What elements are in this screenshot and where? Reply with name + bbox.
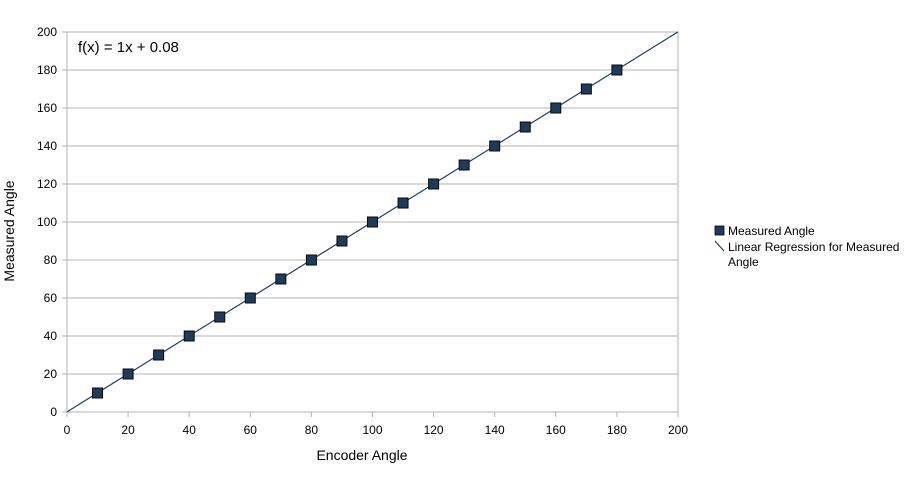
data-point — [214, 311, 226, 323]
x-tick-label: 120 — [424, 423, 444, 437]
data-point — [244, 292, 256, 304]
y-tick-label: 160 — [37, 101, 57, 115]
data-point — [367, 216, 378, 228]
x-axis-title: Encoder Angle — [316, 447, 407, 463]
data-point — [305, 254, 317, 266]
y-tick-label: 200 — [37, 25, 57, 39]
x-tick-label: 180 — [607, 423, 627, 437]
x-tick-label: 0 — [64, 423, 71, 437]
regression-equation: f(x) = 1x + 0.08 — [78, 39, 179, 56]
x-tick-label: 160 — [546, 423, 566, 437]
y-axis-title: Measured Angle — [1, 180, 17, 281]
legend: Measured Angle Linear Regression for Mea… — [714, 224, 899, 269]
x-tick-label: 100 — [362, 423, 382, 437]
data-point — [611, 64, 623, 76]
x-tick-label: 60 — [244, 423, 258, 437]
y-tick-label: 120 — [37, 177, 57, 191]
y-tick-label: 0 — [50, 405, 57, 419]
y-tick-label: 80 — [44, 253, 58, 267]
y-tick-label: 20 — [44, 367, 58, 381]
x-tick-label: 20 — [121, 423, 135, 437]
data-point — [183, 330, 195, 342]
data-point — [458, 159, 470, 171]
y-tick-label: 60 — [44, 291, 58, 305]
y-tick-label: 180 — [37, 63, 57, 77]
data-point — [397, 197, 409, 209]
x-axis-ticks: 0 20 40 60 80 100 120 140 160 180 200 — [64, 412, 688, 437]
data-point — [92, 387, 104, 399]
data-point — [153, 349, 165, 361]
y-tick-label: 140 — [37, 139, 57, 153]
data-point — [275, 273, 287, 285]
legend-label-regression-line1: Linear Regression for Measured — [728, 240, 899, 254]
x-tick-label: 200 — [668, 423, 688, 437]
legend-label-regression-line2: Angle — [728, 255, 759, 269]
data-point — [428, 178, 440, 190]
x-tick-label: 140 — [485, 423, 505, 437]
legend-marker-measured-angle — [714, 225, 725, 236]
data-point — [580, 83, 592, 95]
y-axis-ticks: 0 20 40 60 80 100 120 140 160 180 200 — [37, 25, 67, 419]
x-tick-label: 80 — [305, 423, 319, 437]
data-point — [489, 140, 501, 152]
y-tick-label: 100 — [37, 215, 57, 229]
legend-label-measured-angle: Measured Angle — [728, 224, 815, 238]
y-tick-label: 40 — [44, 329, 58, 343]
data-point — [550, 102, 562, 114]
legend-marker-regression — [714, 240, 725, 252]
data-point — [122, 368, 134, 380]
measured-angle-series — [92, 64, 623, 399]
data-point — [336, 235, 348, 247]
data-point — [519, 121, 531, 133]
x-tick-label: 40 — [183, 423, 197, 437]
